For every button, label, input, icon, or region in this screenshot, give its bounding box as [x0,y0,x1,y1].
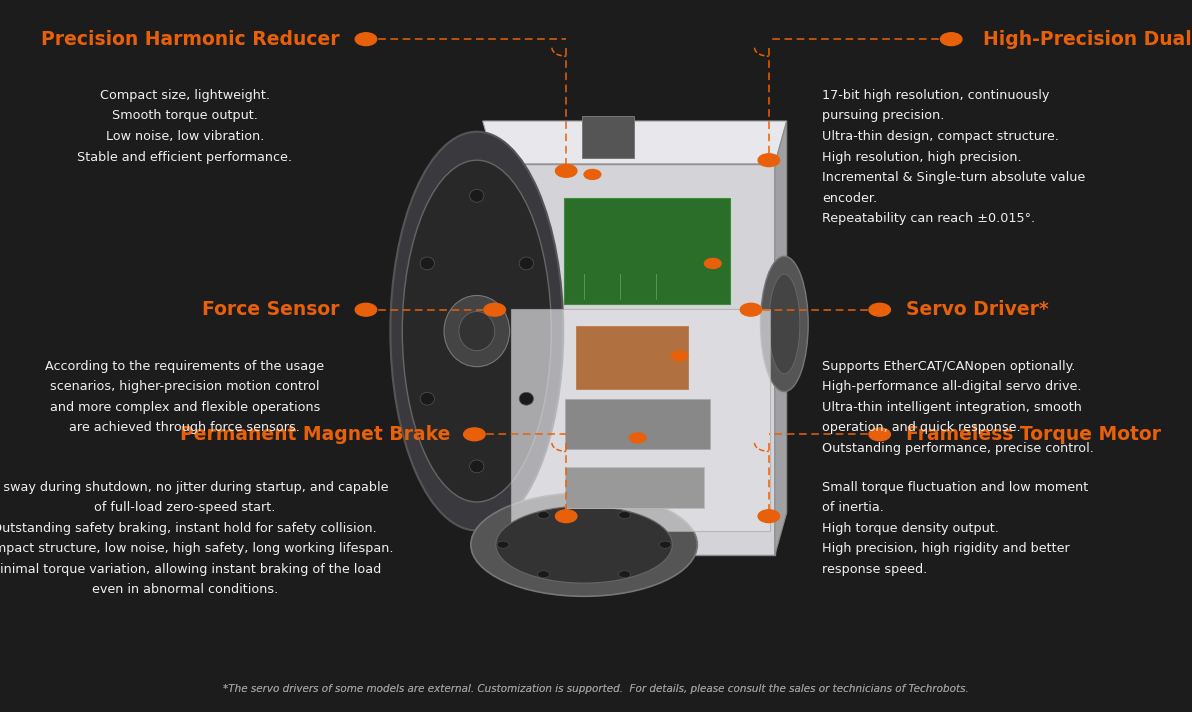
Text: Compact size, lightweight.
Smooth torque output.
Low noise, low vibration.
Stabl: Compact size, lightweight. Smooth torque… [77,89,292,164]
Ellipse shape [538,511,550,518]
Ellipse shape [520,392,534,405]
Ellipse shape [443,295,510,367]
Text: Frameless Torque Motor: Frameless Torque Motor [906,425,1161,444]
Ellipse shape [520,257,534,270]
Ellipse shape [471,493,697,597]
Ellipse shape [769,274,800,374]
FancyBboxPatch shape [564,198,730,304]
Polygon shape [483,121,787,164]
FancyBboxPatch shape [565,399,710,449]
Ellipse shape [420,392,434,405]
Ellipse shape [420,257,434,270]
Ellipse shape [470,460,484,473]
Text: No sway during shutdown, no jitter during startup, and capable
of full-load zero: No sway during shutdown, no jitter durin… [0,481,393,596]
Circle shape [671,351,688,361]
Circle shape [484,303,505,316]
Circle shape [355,303,377,316]
Ellipse shape [760,256,808,392]
Circle shape [869,303,890,316]
Circle shape [555,164,577,177]
Polygon shape [775,121,787,555]
FancyBboxPatch shape [576,326,688,389]
Text: High-Precision Dual Encoders: High-Precision Dual Encoders [983,30,1192,48]
Circle shape [940,33,962,46]
Circle shape [740,303,762,316]
Circle shape [704,258,721,268]
Circle shape [464,428,485,441]
Text: Small torque fluctuation and low moment
of inertia.
High torque density output.
: Small torque fluctuation and low moment … [822,481,1088,575]
Circle shape [555,510,577,523]
Ellipse shape [459,312,495,350]
Text: 17-bit high resolution, continuously
pursuing precision.
Ultra-thin design, comp: 17-bit high resolution, continuously pur… [822,89,1086,225]
Ellipse shape [497,541,509,548]
Text: Servo Driver*: Servo Driver* [906,300,1049,319]
Ellipse shape [496,506,672,583]
Circle shape [869,428,890,441]
Text: *The servo drivers of some models are external. Customization is supported.  For: *The servo drivers of some models are ex… [223,684,969,694]
Circle shape [758,510,780,523]
FancyBboxPatch shape [565,467,704,508]
Circle shape [355,33,377,46]
FancyBboxPatch shape [495,164,775,555]
Text: Supports EtherCAT/CANopen optionally.
High-performance all-digital servo drive.
: Supports EtherCAT/CANopen optionally. Hi… [822,360,1094,454]
Ellipse shape [470,189,484,202]
Ellipse shape [619,511,631,518]
Ellipse shape [403,160,551,502]
Text: Force Sensor: Force Sensor [203,300,340,319]
Ellipse shape [538,571,550,578]
FancyBboxPatch shape [582,116,634,158]
Text: Permanent Magnet Brake: Permanent Magnet Brake [180,425,451,444]
Ellipse shape [659,541,671,548]
Ellipse shape [391,132,564,530]
Text: Precision Harmonic Reducer: Precision Harmonic Reducer [41,30,340,48]
Text: *The servo drivers of some models are external. Customization is supported.  For: *The servo drivers of some models are ex… [223,684,969,694]
Ellipse shape [619,571,631,578]
FancyBboxPatch shape [511,309,770,531]
Text: According to the requirements of the usage
scenarios, higher-precision motion co: According to the requirements of the usa… [45,360,324,434]
Circle shape [584,169,601,179]
FancyBboxPatch shape [393,43,870,641]
Circle shape [758,154,780,167]
Circle shape [629,433,646,443]
